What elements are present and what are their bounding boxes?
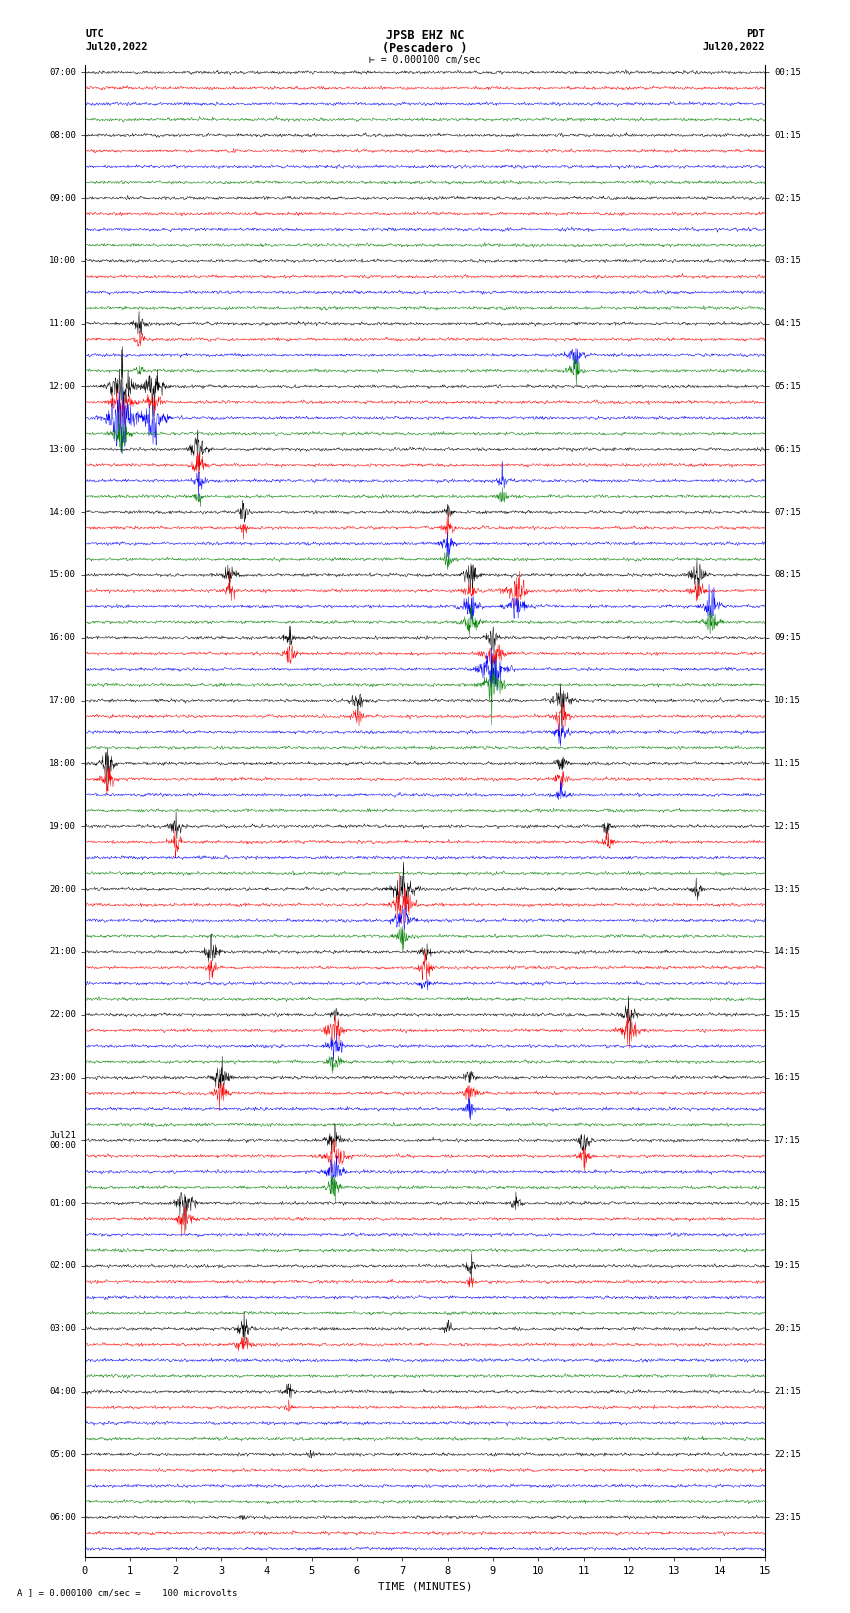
Text: (Pescadero ): (Pescadero ): [382, 42, 468, 55]
Text: Jul20,2022: Jul20,2022: [85, 42, 148, 52]
Text: Jul20,2022: Jul20,2022: [702, 42, 765, 52]
Text: ⊢ = 0.000100 cm/sec: ⊢ = 0.000100 cm/sec: [369, 55, 481, 65]
X-axis label: TIME (MINUTES): TIME (MINUTES): [377, 1581, 473, 1590]
Text: PDT: PDT: [746, 29, 765, 39]
Text: JPSB EHZ NC: JPSB EHZ NC: [386, 29, 464, 42]
Text: UTC: UTC: [85, 29, 104, 39]
Text: A ] = 0.000100 cm/sec =    100 microvolts: A ] = 0.000100 cm/sec = 100 microvolts: [17, 1587, 237, 1597]
